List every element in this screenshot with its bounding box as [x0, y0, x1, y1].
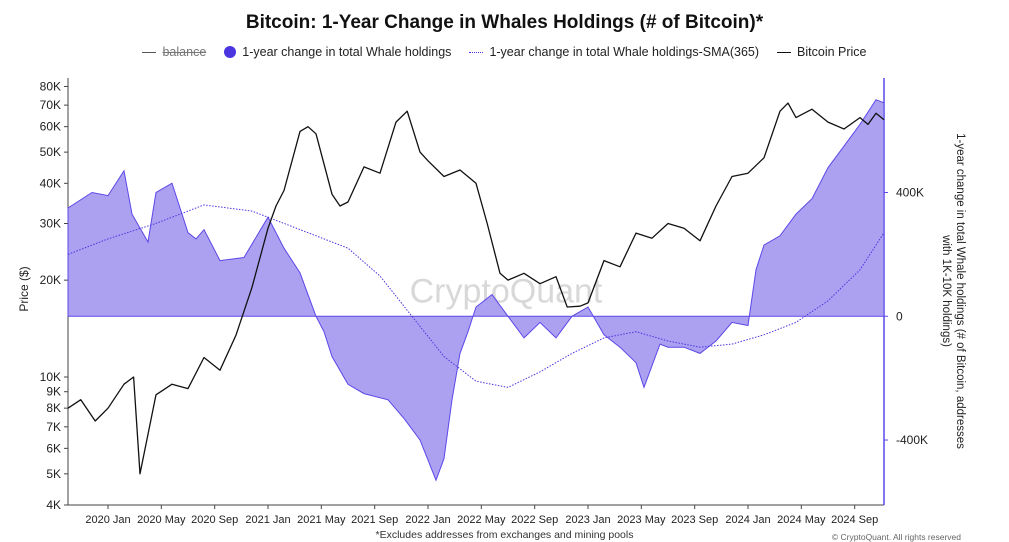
- x-tick-label: 2020 Jan: [85, 514, 130, 526]
- left-tick-label: 4K: [46, 498, 61, 512]
- left-tick-label: 5K: [46, 467, 61, 481]
- right-tick-label: 0: [896, 309, 903, 323]
- x-tick-label: 2021 May: [297, 514, 346, 526]
- x-tick-label: 2021 Jan: [245, 514, 290, 526]
- legend-label-bitcoin-price: Bitcoin Price: [797, 45, 867, 59]
- chart-title: Bitcoin: 1-Year Change in Whales Holding…: [245, 12, 764, 33]
- x-tick-label: 2023 May: [617, 514, 666, 526]
- x-tick-label: 2022 May: [457, 514, 506, 526]
- left-tick-label: 30K: [40, 217, 61, 231]
- legend-label-balance: balance: [162, 45, 207, 59]
- left-tick-label: 7K: [46, 420, 61, 434]
- legend-item-bitcoin-price[interactable]: Bitcoin Price: [777, 45, 867, 59]
- x-tick-label: 2023 Jan: [565, 514, 610, 526]
- legend: balance 1-year change in total Whale hol…: [0, 45, 1009, 59]
- x-tick-label: 2024 Sep: [831, 514, 878, 526]
- left-tick-label: 8K: [46, 401, 61, 415]
- x-tick-label: 2022 Jan: [405, 514, 450, 526]
- x-tick-label: 2021 Sep: [351, 514, 398, 526]
- left-tick-label: 40K: [40, 176, 61, 190]
- left-tick-label: 9K: [46, 385, 61, 399]
- x-tick-label: 2020 May: [137, 514, 186, 526]
- legend-label-whale-change: 1-year change in total Whale holdings: [242, 45, 452, 59]
- legend-item-whale-sma[interactable]: 1-year change in total Whale holdings-SM…: [469, 45, 759, 59]
- right-tick-label: 400K: [896, 185, 924, 199]
- x-tick-label: 2023 Sep: [671, 514, 718, 526]
- whale-sma-line: [67, 204, 885, 388]
- whale-change-swatch: [224, 46, 237, 58]
- whale-sma-swatch: [469, 51, 484, 53]
- left-axis-title: Price ($): [17, 266, 31, 312]
- copyright-credit: © CryptoQuant. All rights reserved: [831, 532, 961, 542]
- bitcoin-price-swatch: [777, 51, 792, 53]
- left-tick-label: 80K: [40, 79, 61, 93]
- footnote: *Excludes addresses from exchanges and m…: [375, 529, 634, 541]
- left-tick-label: 10K: [40, 370, 61, 384]
- left-tick-label: 60K: [40, 120, 61, 134]
- whale-change-area: [67, 99, 885, 482]
- bitcoin-price-line: [67, 102, 885, 475]
- right-tick-label: -400K: [896, 433, 928, 447]
- left-tick-label: 6K: [46, 441, 61, 455]
- x-tick-label: 2024 May: [777, 514, 826, 526]
- x-tick-label: 2024 Jan: [725, 514, 770, 526]
- x-tick-label: 2020 Sep: [191, 514, 238, 526]
- left-tick-label: 70K: [40, 98, 61, 112]
- left-tick-label: 50K: [40, 145, 61, 159]
- legend-item-balance[interactable]: balance: [142, 45, 206, 59]
- legend-item-whale-change[interactable]: 1-year change in total Whale holdings: [224, 45, 451, 59]
- right-axis-title: 1-year change in total Whale holdings (#…: [940, 133, 966, 449]
- left-tick-label: 20K: [40, 273, 61, 287]
- x-tick-label: 2022 Sep: [511, 514, 558, 526]
- balance-swatch: [142, 51, 157, 53]
- legend-label-whale-sma: 1-year change in total Whale holdings-SM…: [489, 45, 760, 59]
